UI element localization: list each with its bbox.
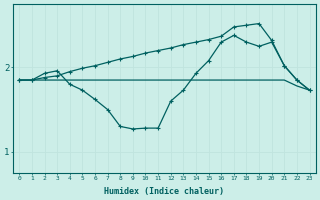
X-axis label: Humidex (Indice chaleur): Humidex (Indice chaleur) <box>104 187 224 196</box>
